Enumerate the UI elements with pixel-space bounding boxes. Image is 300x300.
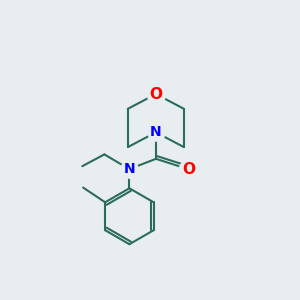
Text: N: N — [150, 125, 162, 139]
Point — [154, 130, 158, 135]
Text: O: O — [182, 162, 195, 177]
Point — [127, 167, 132, 172]
Point — [154, 92, 158, 97]
Point — [186, 167, 191, 172]
Text: O: O — [149, 87, 162, 102]
Text: N: N — [124, 162, 135, 176]
